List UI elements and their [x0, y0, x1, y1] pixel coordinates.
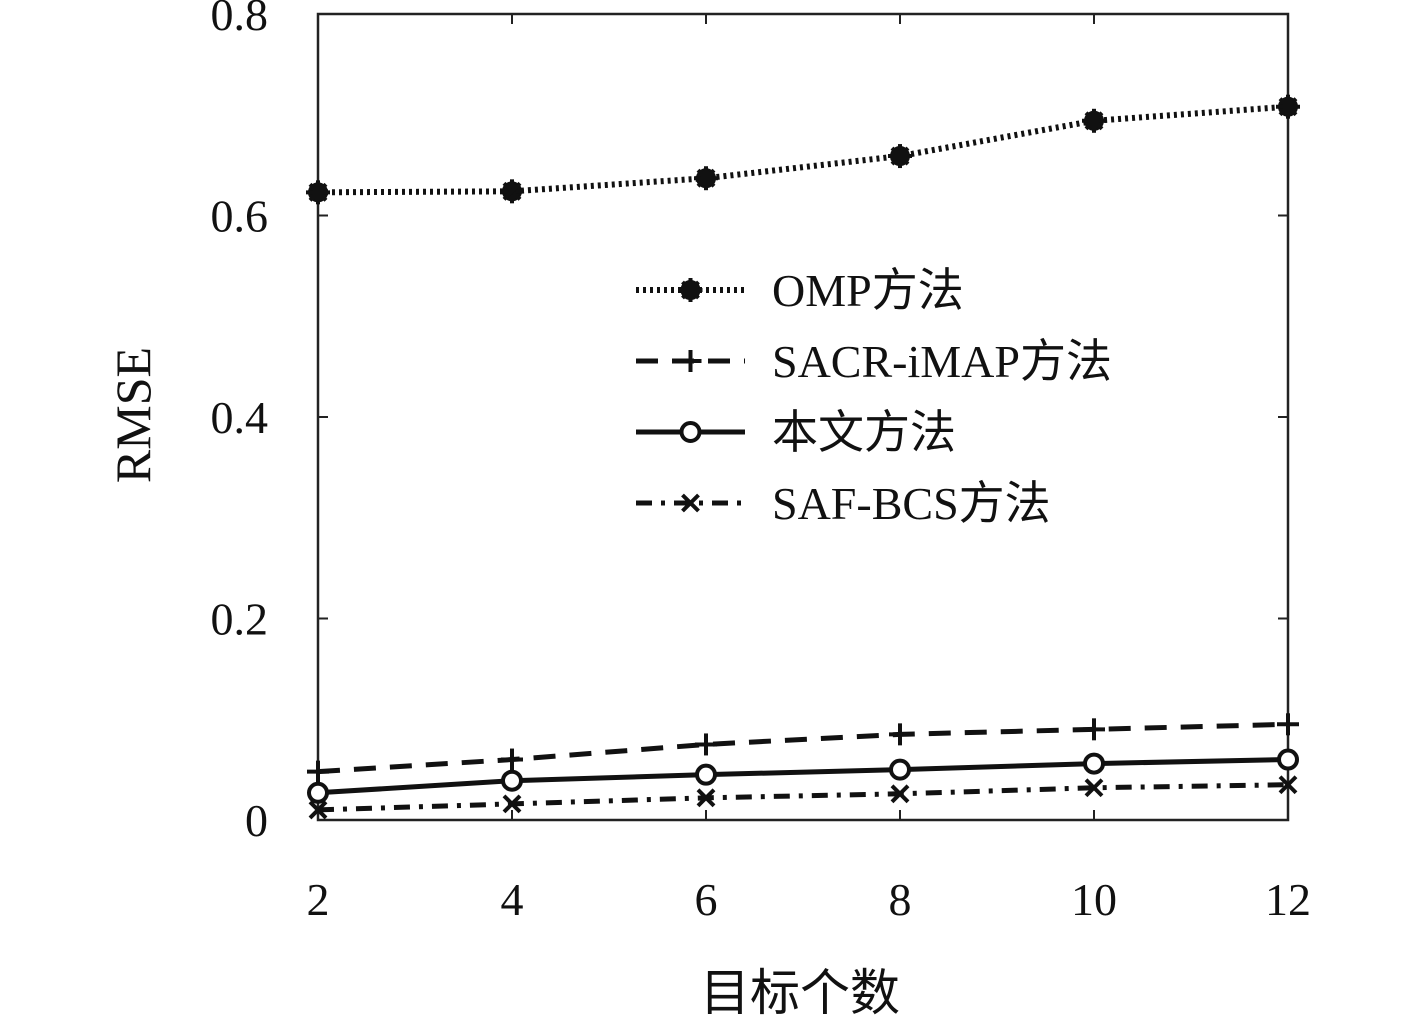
data-point	[500, 179, 524, 204]
marker-stroke	[308, 800, 328, 820]
marker-circle	[1277, 748, 1299, 771]
y-tick-label: 0	[245, 795, 268, 846]
data-point	[306, 180, 330, 205]
marker-stroke	[1278, 775, 1298, 795]
marker-stroke	[890, 784, 910, 804]
x-tick-label: 10	[1071, 874, 1117, 925]
series-line-2	[317, 721, 1289, 775]
x-tick-label: 4	[501, 874, 524, 925]
marker-stroke	[696, 168, 716, 188]
marker-stroke	[1084, 778, 1104, 798]
marker-stroke	[1278, 97, 1298, 117]
legend-label: 本文方法	[772, 407, 956, 458]
series-layer	[306, 94, 1300, 820]
data-point	[694, 166, 718, 191]
data-point	[307, 760, 329, 783]
data-point	[696, 788, 716, 808]
data-point	[889, 723, 911, 746]
legend-marker	[679, 350, 702, 372]
data-point	[695, 763, 717, 786]
y-axis-title: RMSE	[105, 347, 161, 483]
marker-circle	[679, 421, 702, 443]
data-point	[890, 784, 910, 804]
data-point	[889, 758, 911, 781]
series-line-4	[317, 782, 1289, 813]
legend-label: SACR-iMAP方法	[772, 336, 1112, 387]
legend-marker	[678, 278, 703, 302]
data-point	[1277, 748, 1299, 771]
data-point	[1278, 775, 1298, 795]
marker-stroke	[681, 280, 700, 300]
legend-marker	[679, 421, 702, 443]
data-point	[1082, 108, 1106, 133]
series-line-1	[317, 103, 1289, 196]
data-point	[1276, 94, 1300, 119]
data-point	[1277, 713, 1299, 736]
data-point	[501, 769, 523, 792]
x-tick-label: 2	[307, 874, 330, 925]
y-tick-label: 0.2	[211, 594, 269, 645]
legend-label: SAF-BCS方法	[772, 478, 1051, 529]
y-tick-label: 0.8	[211, 0, 269, 40]
marker-circle	[889, 758, 911, 781]
x-tick-label: 8	[889, 874, 912, 925]
marker-stroke	[1084, 111, 1104, 131]
marker-stroke	[308, 182, 328, 202]
data-point	[308, 800, 328, 820]
y-tick-label: 0.6	[211, 191, 269, 242]
data-point	[1084, 778, 1104, 798]
data-point	[502, 794, 522, 814]
legend-marker	[681, 493, 700, 513]
marker-stroke	[681, 493, 700, 513]
data-point	[1083, 752, 1105, 775]
marker-circle	[1083, 752, 1105, 775]
marker-stroke	[696, 788, 716, 808]
x-tick-label: 6	[695, 874, 718, 925]
data-point	[888, 144, 912, 169]
marker-stroke	[502, 794, 522, 814]
data-point	[307, 781, 329, 804]
data-point	[501, 748, 523, 771]
y-tick-label: 0.4	[211, 392, 269, 443]
legend-label: OMP方法	[772, 265, 964, 316]
marker-stroke	[890, 146, 910, 166]
axes-layer: 0 0.2 0.4 0.6 0.8 2 4 6 8 10 12	[211, 0, 1312, 925]
marker-circle	[307, 781, 329, 804]
data-point	[1083, 718, 1105, 741]
x-tick-label: 12	[1265, 874, 1311, 925]
marker-circle	[501, 769, 523, 792]
series-line-3	[317, 757, 1289, 796]
marker-stroke	[502, 181, 522, 201]
data-point	[695, 733, 717, 756]
marker-circle	[695, 763, 717, 786]
x-axis-title: 目标个数	[700, 965, 900, 1021]
